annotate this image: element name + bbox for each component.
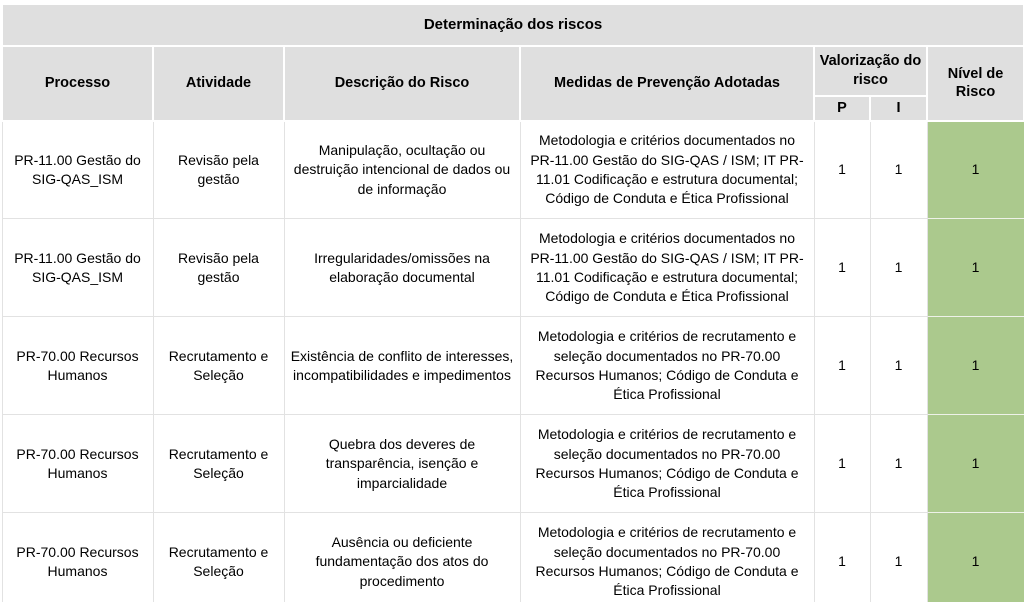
column-header-p: P [813, 95, 871, 122]
cell-atividade: Revisão pela gestão [152, 218, 285, 318]
column-header-medidas: Medidas de Prevenção Adotadas [519, 45, 815, 122]
table-row: PR-11.00 Gestão do SIG-QAS_ISM Revisão p… [1, 218, 1024, 318]
column-header-nivel: Nível de Risco [925, 45, 1024, 122]
cell-valorizacao-p: 1 [813, 120, 871, 220]
column-header-valorizacao: Valorização do risco [813, 45, 928, 97]
cell-processo: PR-11.00 Gestão do SIG-QAS_ISM [1, 218, 154, 318]
cell-descricao: Manipulação, ocultação ou destruição int… [283, 120, 521, 220]
table-row: PR-70.00 Recursos Humanos Recrutamento e… [1, 512, 1024, 602]
cell-medidas: Metodologia e critérios de recrutamento … [519, 414, 815, 514]
table-header: Determinação dos riscos Processo Ativida… [0, 3, 1024, 122]
column-header-processo: Processo [1, 45, 154, 122]
sub-header-row: P I [2, 95, 1024, 122]
cell-processo: PR-70.00 Recursos Humanos [1, 512, 154, 602]
cell-processo: PR-70.00 Recursos Humanos [1, 414, 154, 514]
title-row: Determinação dos riscos [0, 3, 1024, 47]
table-row: PR-11.00 Gestão do SIG-QAS_ISM Revisão p… [1, 120, 1024, 220]
cell-valorizacao-p: 1 [813, 414, 871, 514]
cell-valorizacao-p: 1 [813, 218, 871, 318]
cell-nivel-risco: 1 [926, 218, 1024, 318]
cell-nivel-risco: 1 [926, 512, 1024, 602]
cell-valorizacao-p: 1 [813, 512, 871, 602]
table-row: PR-70.00 Recursos Humanos Recrutamento e… [1, 316, 1024, 416]
cell-atividade: Recrutamento e Seleção [152, 512, 285, 602]
cell-descricao: Existência de conflito de interesses, in… [283, 316, 521, 416]
cell-valorizacao-i: 1 [869, 120, 928, 220]
cell-descricao: Irregularidades/omissões na elaboração d… [283, 218, 521, 318]
risk-determination-table: Determinação dos riscos Processo Ativida… [0, 3, 1024, 602]
column-header-i: I [869, 95, 928, 122]
cell-medidas: Metodologia e critérios de recrutamento … [519, 512, 815, 602]
cell-valorizacao-i: 1 [869, 316, 928, 416]
cell-medidas: Metodologia e critérios documentados no … [519, 218, 815, 318]
cell-atividade: Recrutamento e Seleção [152, 414, 285, 514]
cell-valorizacao-i: 1 [869, 512, 928, 602]
cell-valorizacao-p: 1 [813, 316, 871, 416]
column-header-atividade: Atividade [152, 45, 285, 122]
cell-nivel-risco: 1 [926, 414, 1024, 514]
table-title: Determinação dos riscos [0, 3, 1024, 47]
table-row: PR-70.00 Recursos Humanos Recrutamento e… [1, 414, 1024, 514]
cell-descricao: Ausência ou deficiente fundamentação dos… [283, 512, 521, 602]
table-body: PR-11.00 Gestão do SIG-QAS_ISM Revisão p… [1, 120, 1024, 602]
cell-atividade: Recrutamento e Seleção [152, 316, 285, 416]
column-header-row: Processo Atividade Descrição do Risco Me… [1, 45, 1024, 122]
cell-valorizacao-i: 1 [869, 414, 928, 514]
cell-nivel-risco: 1 [926, 120, 1024, 220]
cell-processo: PR-11.00 Gestão do SIG-QAS_ISM [1, 120, 154, 220]
column-header-descricao: Descrição do Risco [283, 45, 521, 122]
cell-processo: PR-70.00 Recursos Humanos [1, 316, 154, 416]
cell-nivel-risco: 1 [926, 316, 1024, 416]
cell-medidas: Metodologia e critérios documentados no … [519, 120, 815, 220]
cell-descricao: Quebra dos deveres de transparência, ise… [283, 414, 521, 514]
cell-atividade: Revisão pela gestão [152, 120, 285, 220]
cell-medidas: Metodologia e critérios de recrutamento … [519, 316, 815, 416]
cell-valorizacao-i: 1 [869, 218, 928, 318]
